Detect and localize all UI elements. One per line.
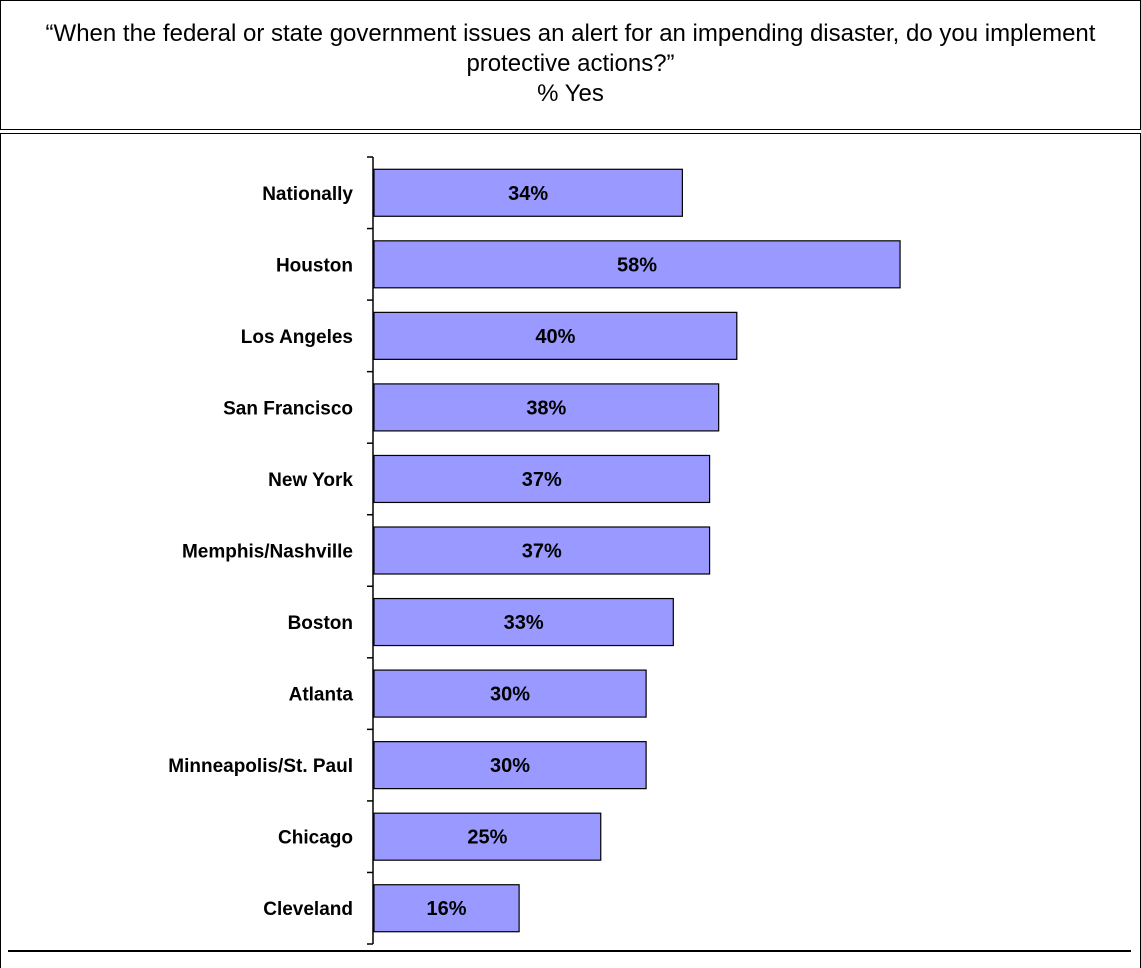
data-label: 40%	[535, 326, 575, 348]
data-label: 25%	[467, 827, 507, 849]
category-label: Minneapolis/St. Paul	[168, 756, 353, 777]
bar	[373, 383, 720, 432]
chart-title-box: “When the federal or state government is…	[0, 0, 1141, 130]
bar	[373, 812, 602, 861]
bar	[373, 240, 901, 289]
data-label: 16%	[427, 898, 467, 920]
category-label: Atlanta	[289, 685, 354, 706]
bar	[373, 669, 647, 718]
data-label: 30%	[490, 755, 530, 777]
category-label: Cleveland	[263, 899, 353, 920]
bar	[373, 168, 683, 217]
data-label: 37%	[522, 469, 562, 491]
bar	[373, 597, 674, 647]
bar	[373, 454, 711, 504]
bar-chart: Nationally 34% Houston 58% Los Angeles 40% San…	[8, 156, 1131, 952]
category-label: Chicago	[278, 828, 353, 849]
category-label: San Francisco	[223, 398, 353, 419]
bar	[373, 311, 738, 360]
data-label: 38%	[526, 397, 566, 419]
category-label: Nationally	[262, 184, 353, 205]
data-label: 30%	[490, 684, 530, 706]
chart-subtitle: % Yes	[537, 80, 604, 107]
category-label: Houston	[276, 255, 353, 276]
category-label: Memphis/Nashville	[182, 542, 353, 563]
category-label: Los Angeles	[241, 327, 353, 348]
data-label: 58%	[617, 254, 657, 276]
bar	[373, 741, 647, 790]
bar	[373, 526, 711, 575]
chart-title: “When the federal or state government is…	[45, 20, 1096, 77]
data-label: 33%	[504, 612, 544, 634]
category-label: New York	[268, 470, 353, 491]
data-label: 34%	[508, 183, 548, 205]
category-label: Boston	[288, 613, 353, 634]
data-label: 37%	[522, 541, 562, 563]
bar	[373, 884, 520, 933]
